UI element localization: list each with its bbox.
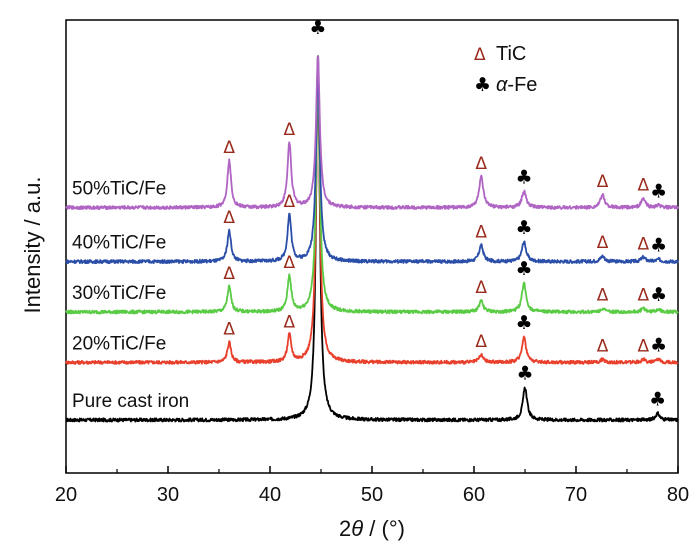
marker-delta-3-0: Δ — [223, 208, 235, 228]
legend-fe-label: α-Fe — [496, 74, 537, 96]
x-tick-label-40: 40 — [259, 484, 281, 506]
series-label-1: 20%TiC/Fe — [72, 333, 166, 354]
marker-club-4-3: ♣ — [515, 166, 532, 188]
marker-delta-1-4: Δ — [597, 337, 609, 357]
x-tick-label-80: 80 — [667, 484, 689, 506]
marker-club-4-6: ♣ — [650, 180, 667, 202]
marker-delta-4-2: Δ — [475, 154, 487, 174]
marker-club-2-6: ♣ — [650, 284, 667, 306]
x-axis-title-prefix: 2 — [339, 516, 351, 541]
marker-delta-3-1: Δ — [284, 192, 296, 212]
marker-delta-1-5: Δ — [637, 337, 649, 357]
series-labels-group: Pure cast iron 20%TiC/Fe 30%TiC/Fe 40%TiC/F… — [72, 179, 189, 412]
trace-3 — [65, 68, 679, 265]
marker-club-0-0: ♣ — [516, 363, 533, 385]
marker-delta-3-4: Δ — [597, 233, 609, 253]
x-tick-label-20: 20 — [55, 484, 77, 506]
marker-club-0-1: ♣ — [649, 389, 666, 411]
x-tick-label-70: 70 — [565, 484, 587, 506]
legend: Δ TiC ♣ α-Fe — [474, 43, 537, 96]
legend-fe-symbol: ♣ — [474, 74, 491, 96]
x-tick-label-30: 30 — [157, 484, 179, 506]
x-axis: 20 30 40 50 60 70 80 — [55, 466, 689, 506]
series-label-2: 30%TiC/Fe — [72, 283, 166, 304]
marker-delta-2-5: Δ — [637, 285, 649, 305]
marker-delta-2-1: Δ — [284, 253, 296, 273]
marker-delta-3-2: Δ — [475, 222, 487, 242]
marker-delta-4-4: Δ — [597, 172, 609, 192]
trace-1 — [65, 74, 679, 365]
marker-delta-4-5: Δ — [637, 176, 649, 196]
legend-fe-rest: -Fe — [507, 74, 537, 96]
marker-club-3-3: ♣ — [515, 217, 532, 239]
x-axis-title-theta: θ — [351, 516, 363, 541]
marker-delta-4-0: Δ — [223, 138, 235, 158]
x-axis-title-suffix: / (°) — [363, 516, 405, 541]
marker-club-1-6: ♣ — [650, 335, 667, 357]
series-label-3: 40%TiC/Fe — [72, 233, 166, 254]
marker-delta-4-1: Δ — [284, 120, 296, 140]
marker-delta-1-1: Δ — [284, 312, 296, 332]
marker-club-3-6: ♣ — [650, 234, 667, 256]
marker-delta-1-0: Δ — [223, 320, 235, 340]
legend-tic-label: TiC — [496, 43, 526, 65]
legend-fe-alpha: α — [496, 74, 508, 96]
traces-group — [65, 55, 679, 423]
top-peak-club-marker: ♣ — [309, 17, 326, 39]
marker-delta-1-2: Δ — [475, 332, 487, 352]
x-tick-label-60: 60 — [463, 484, 485, 506]
series-label-4: 50%TiC/Fe — [72, 179, 166, 200]
trace-0 — [65, 55, 679, 423]
marker-delta-3-5: Δ — [637, 234, 649, 254]
marker-delta-2-4: Δ — [597, 285, 609, 305]
marker-delta-2-0: Δ — [223, 264, 235, 284]
legend-tic-symbol: Δ — [474, 45, 486, 65]
marker-club-1-3: ♣ — [515, 312, 532, 334]
markers-group: ♣♣Δ ΔΔ♣Δ Δ ♣ΔΔΔ♣Δ Δ ♣ΔΔΔ ♣Δ Δ ♣ΔΔΔ♣ Δ Δ ♣ — [223, 120, 667, 411]
x-axis-title: 2θ / (°) — [339, 516, 405, 541]
marker-delta-2-2: Δ — [475, 278, 487, 298]
series-label-0: Pure cast iron — [72, 391, 189, 412]
trace-2 — [65, 78, 679, 315]
y-axis-title: Intensity / a.u. — [20, 177, 45, 314]
marker-club-2-3: ♣ — [515, 258, 532, 280]
x-tick-label-50: 50 — [361, 484, 383, 506]
trace-4 — [65, 55, 679, 211]
